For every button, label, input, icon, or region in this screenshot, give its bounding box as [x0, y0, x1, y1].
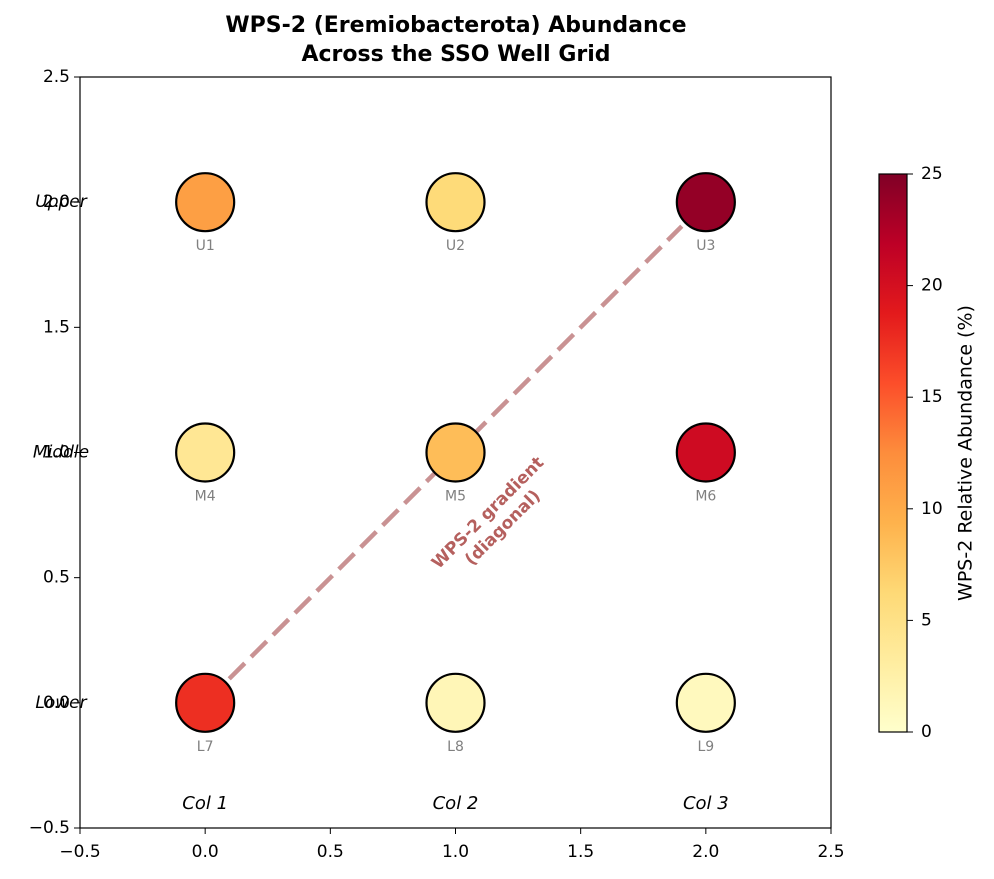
- point-label: L8: [447, 739, 464, 755]
- column-label: Col 3: [683, 793, 729, 814]
- y-tick-label: 0.5: [43, 568, 70, 588]
- x-tick-label: 0.5: [317, 842, 344, 862]
- y-tick-label: 1.0: [43, 443, 70, 463]
- point-label: M6: [695, 489, 716, 505]
- x-tick-label: 0.0: [192, 842, 219, 862]
- colorbar-tick-label: 10: [921, 499, 943, 519]
- colorbar-tick-label: 20: [921, 276, 943, 296]
- colorbar-label: WPS-2 Relative Abundance (%): [955, 305, 977, 601]
- well-point: [675, 172, 736, 233]
- y-tick-label: 2.0: [43, 192, 70, 212]
- colorbar: [878, 173, 908, 733]
- well-point: [425, 172, 486, 233]
- well-point: [675, 672, 736, 733]
- well-point: [175, 422, 236, 483]
- point-label: L7: [197, 739, 214, 755]
- column-label: Col 2: [433, 793, 479, 814]
- x-tick-label: 1.5: [567, 842, 594, 862]
- x-tick-label: 1.0: [442, 842, 469, 862]
- point-label: L9: [697, 739, 714, 755]
- y-tick-label: 1.5: [43, 317, 70, 337]
- colorbar-tick-label: 25: [921, 164, 943, 184]
- colorbar-tick-label: 5: [921, 610, 932, 630]
- point-label: U3: [696, 238, 715, 254]
- well-point: [675, 422, 736, 483]
- chart-title: Across the SSO Well Grid: [301, 42, 610, 67]
- y-tick-label: 0.0: [43, 693, 70, 713]
- well-point: [175, 172, 236, 233]
- well-point: [175, 672, 236, 733]
- x-tick-label: −0.5: [59, 842, 100, 862]
- y-tick-label: 2.5: [43, 67, 70, 87]
- chart-title: WPS-2 (Eremiobacterota) Abundance: [225, 13, 686, 38]
- colorbar-tick-label: 15: [921, 387, 943, 407]
- well-point: [425, 672, 486, 733]
- point-label: U1: [196, 238, 215, 254]
- x-tick-label: 2.0: [692, 842, 719, 862]
- y-tick-label: −0.5: [29, 818, 70, 838]
- point-label: M4: [195, 489, 216, 505]
- colorbar-tick-label: 0: [921, 722, 932, 742]
- row-label: Upper: [35, 192, 87, 212]
- row-label: Lower: [35, 693, 87, 713]
- x-tick-label: 2.5: [817, 842, 844, 862]
- row-label: Middle: [33, 443, 89, 463]
- point-label: M5: [445, 489, 466, 505]
- column-label: Col 1: [182, 793, 228, 814]
- point-label: U2: [446, 238, 465, 254]
- well-point: [425, 422, 486, 483]
